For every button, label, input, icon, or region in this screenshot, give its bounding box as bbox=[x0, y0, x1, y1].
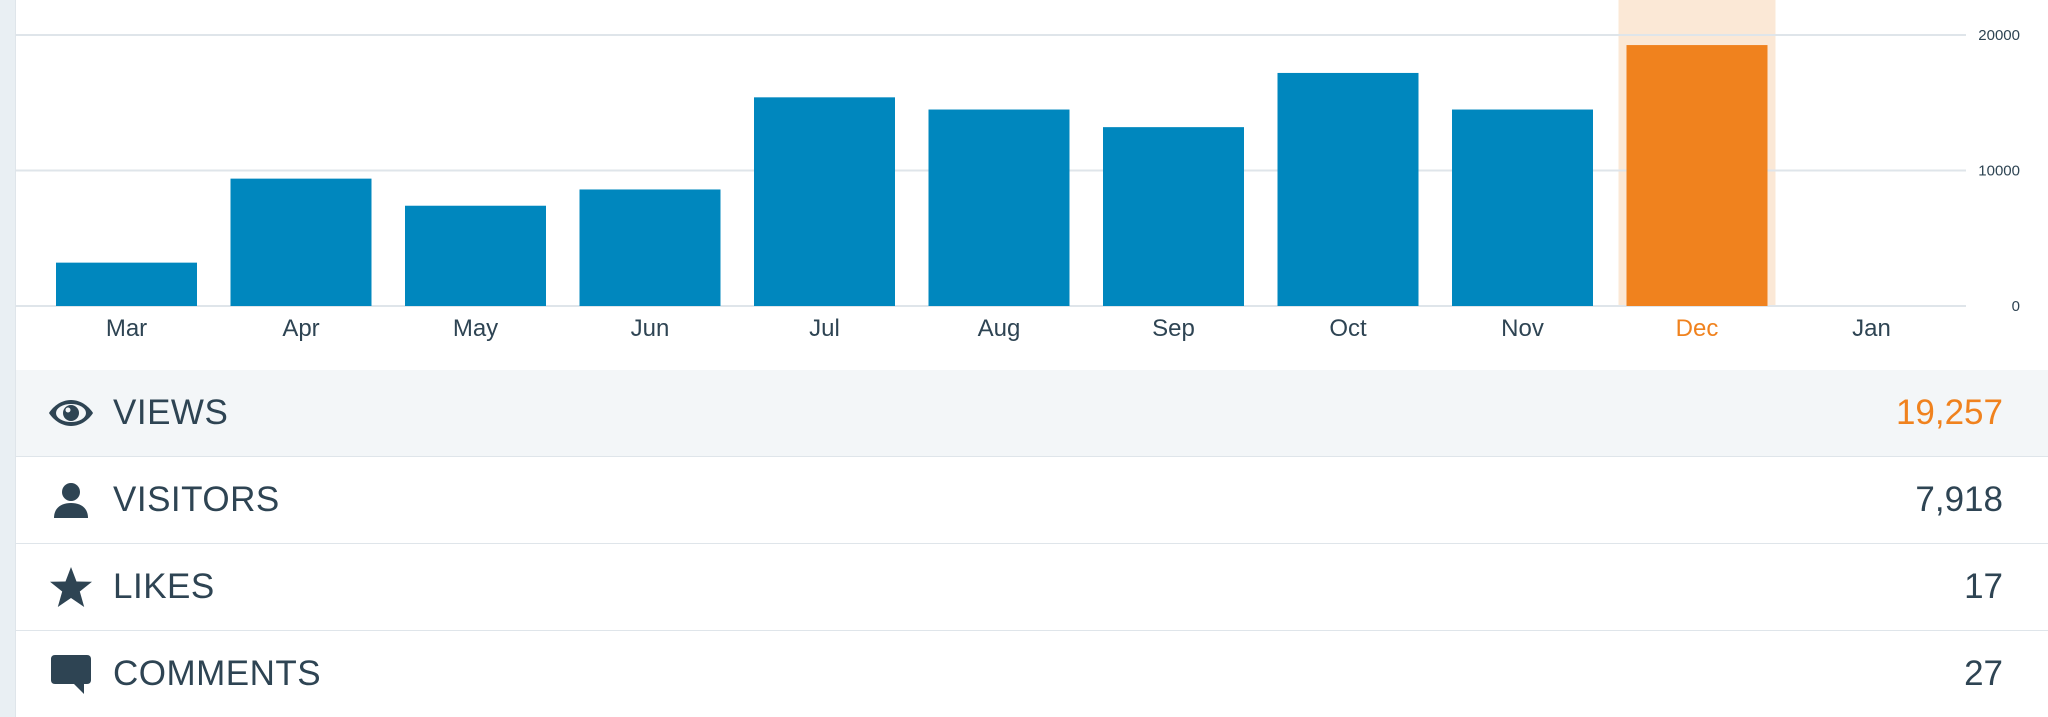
stat-value-visitors: 7,918 bbox=[1915, 480, 2003, 519]
x-tick-label-jul: Jul bbox=[809, 315, 840, 342]
stat-value-views: 19,257 bbox=[1895, 393, 2003, 432]
chart-area: 0 10000 20000 Mar Apr May Jun Jul Aug Sep Oct Nov De… bbox=[16, 0, 2048, 370]
bar-mar[interactable] bbox=[56, 262, 197, 306]
stat-tab-visitors[interactable]: VISITORS 7,918 bbox=[16, 457, 2048, 544]
stat-tab-likes[interactable]: LIKES 17 bbox=[16, 544, 2048, 631]
stats-tabs: VIEWS 19,257 VISITORS 7,918 LIKES 17 bbox=[16, 370, 2048, 717]
star-icon bbox=[48, 564, 94, 610]
bar-may[interactable] bbox=[405, 205, 546, 306]
x-tick-label-dec: Dec bbox=[1676, 315, 1719, 342]
bar-sep[interactable] bbox=[1103, 127, 1244, 306]
x-tick-label-apr: Apr bbox=[282, 315, 319, 342]
stat-value-comments: 27 bbox=[1964, 654, 2003, 693]
stat-label-likes: LIKES bbox=[113, 567, 215, 606]
monthly-views-bar-chart: 0 10000 20000 Mar Apr May Jun Jul Aug Sep Oct Nov De… bbox=[16, 0, 2020, 342]
bar-nov[interactable] bbox=[1452, 109, 1593, 307]
x-tick-label-aug: Aug bbox=[978, 315, 1021, 342]
person-icon bbox=[48, 477, 94, 523]
eye-icon bbox=[48, 390, 94, 436]
x-tick-label-jun: Jun bbox=[631, 315, 670, 342]
x-tick-label-may: May bbox=[453, 315, 498, 342]
y-tick-label: 10000 bbox=[1978, 163, 2020, 180]
x-tick-label-sep: Sep bbox=[1152, 315, 1195, 342]
stat-tab-comments[interactable]: COMMENTS 27 bbox=[16, 631, 2048, 717]
x-tick-label-nov: Nov bbox=[1501, 315, 1544, 342]
bar-jun[interactable] bbox=[579, 189, 721, 306]
stat-label-visitors: VISITORS bbox=[113, 480, 280, 519]
y-tick-label: 0 bbox=[2012, 298, 2020, 315]
bar-aug[interactable] bbox=[928, 109, 1070, 307]
x-tick-label-jan: Jan bbox=[1852, 315, 1891, 342]
stats-card: 0 10000 20000 Mar Apr May Jun Jul Aug Sep Oct Nov De… bbox=[15, 0, 2048, 717]
bar-jul[interactable] bbox=[754, 97, 895, 306]
x-tick-label-oct: Oct bbox=[1329, 315, 1367, 342]
x-tick-label-mar: Mar bbox=[106, 315, 147, 342]
bar-apr[interactable] bbox=[230, 178, 372, 306]
stat-tab-views[interactable]: VIEWS 19,257 bbox=[16, 370, 2048, 457]
stat-label-comments: COMMENTS bbox=[113, 654, 322, 693]
y-tick-label: 20000 bbox=[1978, 27, 2020, 44]
bar-dec[interactable] bbox=[1626, 45, 1768, 306]
stat-label-views: VIEWS bbox=[113, 393, 229, 432]
bar-oct[interactable] bbox=[1277, 72, 1419, 306]
comment-icon bbox=[48, 651, 94, 697]
stat-value-likes: 17 bbox=[1964, 567, 2003, 606]
